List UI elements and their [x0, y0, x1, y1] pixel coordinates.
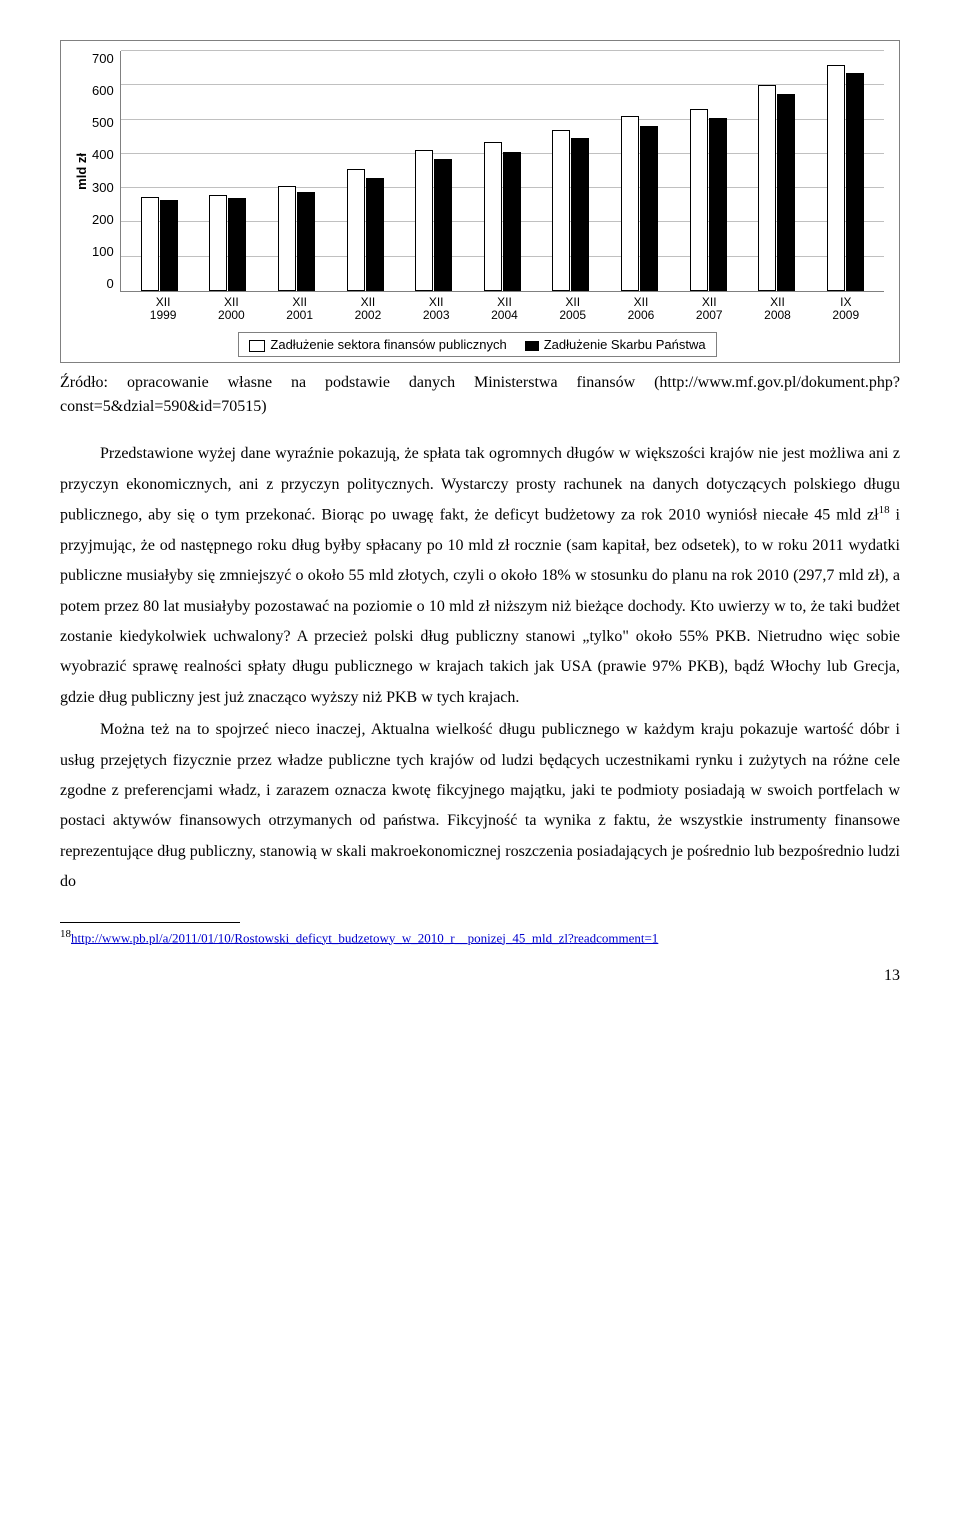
bar-treasury-6: [571, 138, 589, 291]
bar-public-6: [552, 130, 570, 291]
bar-treasury-5: [503, 152, 521, 291]
bar-public-0: [141, 197, 159, 291]
x-axis-labels: XII1999XII2000XII2001XII2002XII2003XII20…: [125, 292, 884, 322]
chart-legend: Zadłużenie sektora finansów publicznych …: [238, 332, 716, 357]
bar-public-5: [484, 142, 502, 291]
debt-chart: mld zł 7006005004003002001000 XII1999XII…: [60, 40, 900, 363]
legend-item-2: Zadłużenie Skarbu Państwa: [525, 337, 706, 352]
bar-public-10: [827, 65, 845, 291]
footnote-link[interactable]: http://www.pb.pl/a/2011/01/10/Rostowski_…: [71, 930, 658, 945]
source-citation: Źródło: opracowanie własne na podstawie …: [60, 371, 900, 419]
bar-treasury-2: [297, 192, 315, 291]
bar-public-7: [621, 116, 639, 291]
footnote-18: 18http://www.pb.pl/a/2011/01/10/Rostowsk…: [60, 927, 900, 947]
bar-public-2: [278, 186, 296, 291]
legend-label-2: Zadłużenie Skarbu Państwa: [544, 337, 706, 352]
legend-label-1: Zadłużenie sektora finansów publicznych: [270, 337, 506, 352]
bar-public-1: [209, 195, 227, 291]
footnote-separator: [60, 922, 240, 923]
legend-item-1: Zadłużenie sektora finansów publicznych: [249, 337, 506, 352]
bar-treasury-8: [709, 118, 727, 291]
bar-public-8: [690, 109, 708, 291]
bar-public-4: [415, 150, 433, 291]
footnote-ref-18: 18: [879, 504, 890, 516]
y-axis-label: mld zł: [71, 153, 92, 190]
legend-swatch-black: [525, 341, 539, 351]
legend-swatch-white: [249, 340, 265, 352]
y-axis-ticks: 7006005004003002001000: [92, 51, 120, 291]
p1-cont: i przyjmując, że od następnego roku dług…: [60, 506, 900, 705]
page-number: 13: [60, 967, 900, 985]
bar-treasury-4: [434, 159, 452, 291]
bar-treasury-10: [846, 73, 864, 291]
bar-treasury-7: [640, 126, 658, 291]
bar-treasury-1: [228, 198, 246, 291]
bar-treasury-3: [366, 178, 384, 291]
bar-treasury-9: [777, 94, 795, 291]
paragraph-2: Można też na to spojrzeć nieco inaczej, …: [60, 715, 900, 897]
paragraph-1: Przedstawione wyżej dane wyraźnie pokazu…: [60, 439, 900, 713]
bar-public-9: [758, 85, 776, 291]
p1-text: Przedstawione wyżej dane wyraźnie pokazu…: [60, 445, 900, 523]
bar-public-3: [347, 169, 365, 291]
footnote-number: 18: [60, 928, 71, 940]
bar-treasury-0: [160, 200, 178, 291]
plot-area: [120, 51, 884, 292]
